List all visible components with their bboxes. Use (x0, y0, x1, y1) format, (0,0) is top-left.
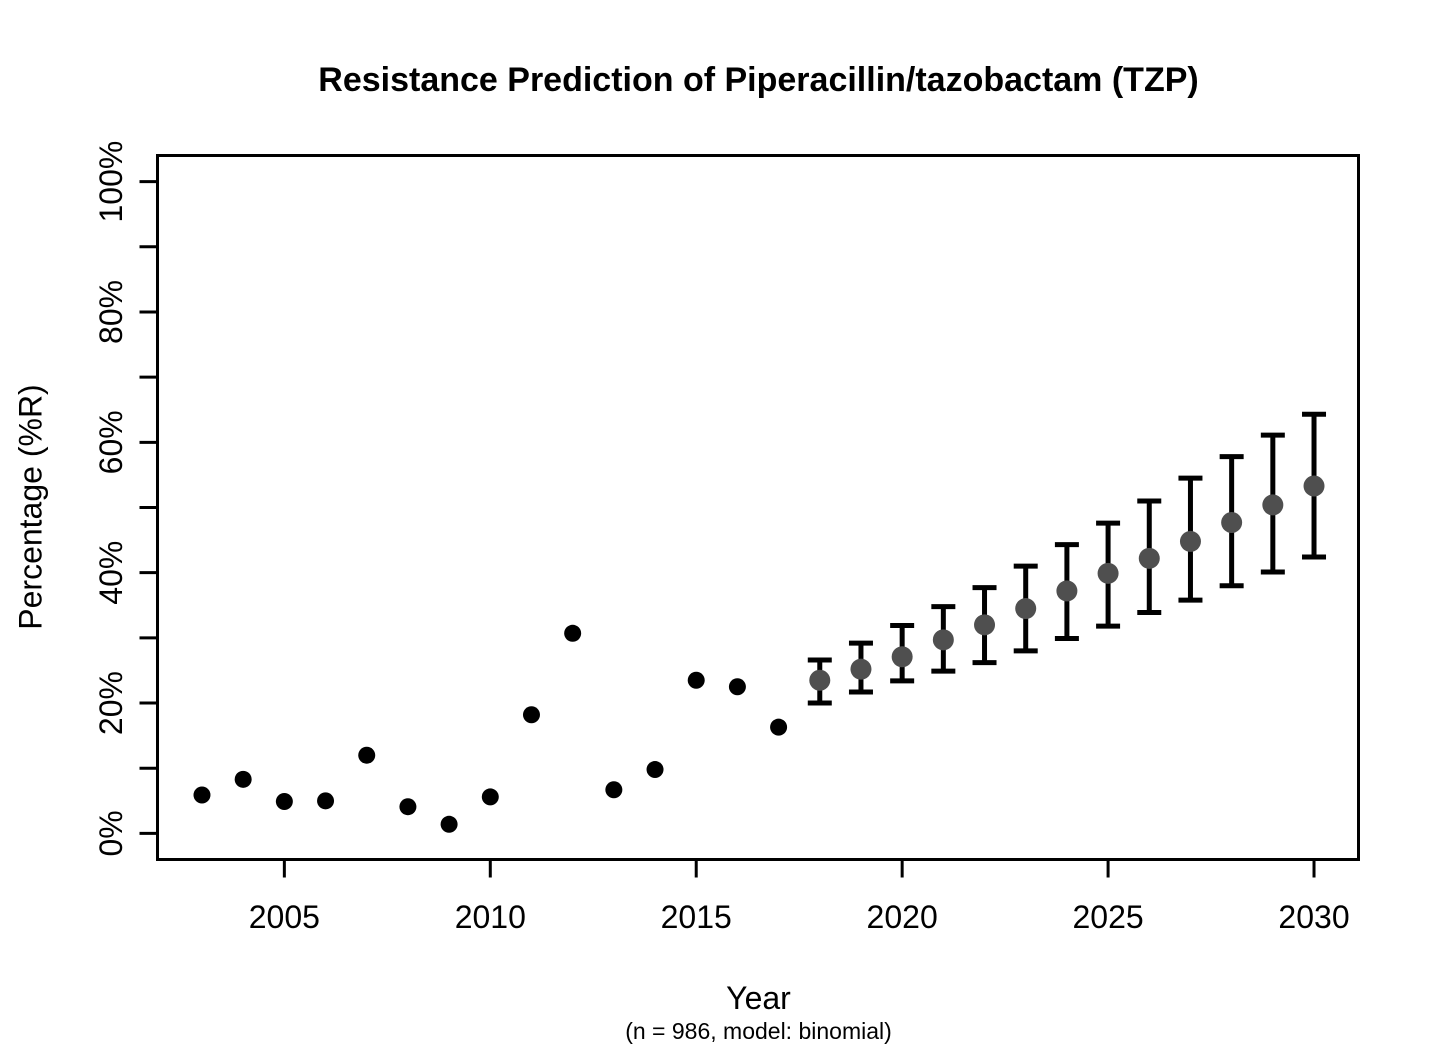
x-tick-label: 2005 (249, 899, 320, 935)
observed-point (522, 706, 540, 724)
observed-point (481, 788, 499, 806)
observed-point (605, 781, 623, 799)
observed-point (687, 671, 705, 689)
x-axis-subtitle: (n = 986, model: binomial) (625, 1018, 892, 1044)
x-tick-label: 2020 (867, 899, 938, 935)
observed-point (564, 624, 582, 642)
x-tick-label: 2015 (661, 899, 732, 935)
observed-point (234, 770, 252, 788)
plot-border (156, 154, 1360, 861)
x-tick-label: 2010 (455, 899, 526, 935)
predicted-point (891, 646, 913, 668)
predicted-point (1015, 598, 1037, 620)
y-tick-label: 100% (93, 141, 129, 223)
observed-point (317, 792, 335, 810)
y-tick-label: 20% (93, 671, 129, 735)
predicted-point (1138, 547, 1160, 569)
y-tick-label: 60% (93, 410, 129, 474)
observed-point (440, 815, 458, 833)
predicted-point (974, 614, 996, 636)
y-tick-label: 80% (93, 280, 129, 344)
predicted-point (1056, 580, 1078, 602)
x-axis-title: Year (726, 980, 791, 1016)
observed-point (193, 786, 211, 804)
predicted-point (1097, 562, 1119, 584)
y-tick-label: 0% (93, 810, 129, 856)
predicted-point (1303, 475, 1325, 497)
predicted-point (932, 629, 954, 651)
predicted-point (1221, 511, 1243, 533)
x-tick-label: 2025 (1072, 899, 1143, 935)
observed-point (275, 792, 293, 810)
predicted-point (1179, 530, 1201, 552)
y-tick-label: 40% (93, 541, 129, 605)
observed-point (358, 746, 376, 764)
predicted-point (1262, 494, 1284, 516)
observed-point (770, 718, 788, 736)
predicted-point (850, 658, 872, 680)
observed-point (399, 798, 417, 816)
observed-point (728, 678, 746, 696)
predicted-point (809, 669, 831, 691)
observed-point (646, 761, 664, 779)
chart-title: Resistance Prediction of Piperacillin/ta… (318, 61, 1199, 99)
x-tick-label: 2030 (1278, 899, 1349, 935)
